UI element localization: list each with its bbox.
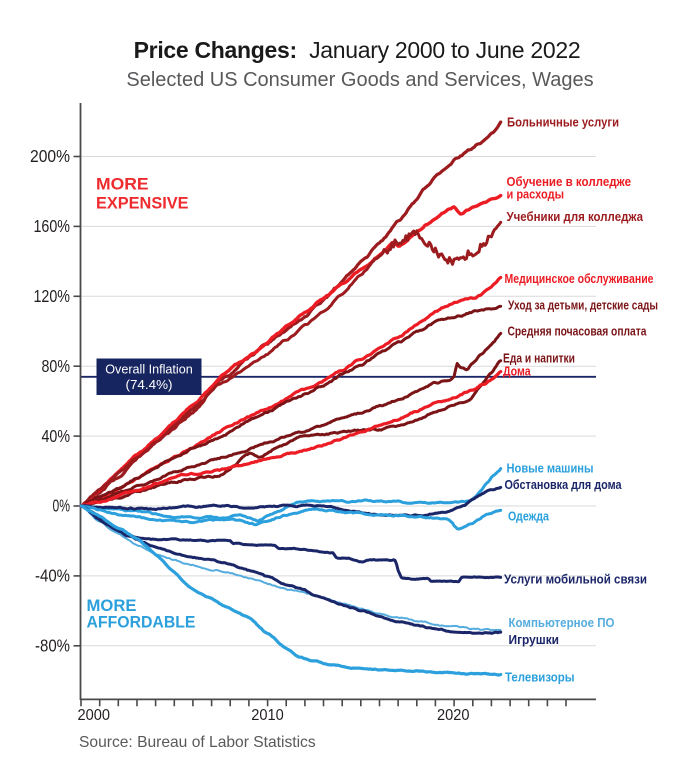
svg-text:2020: 2020: [437, 707, 470, 724]
svg-text:Телевизоры: Телевизоры: [505, 671, 575, 685]
svg-text:2010: 2010: [251, 707, 284, 724]
svg-text:Медицинское обслуживание: Медицинское обслуживание: [505, 272, 654, 286]
svg-text:EXPENSIVE: EXPENSIVE: [96, 194, 189, 213]
svg-text:Дома: Дома: [503, 365, 531, 379]
svg-text:Компьютерное ПО: Компьютерное ПО: [509, 616, 615, 630]
svg-text:Overall Inflation: Overall Inflation: [105, 363, 193, 377]
svg-text:Игрушки: Игрушки: [509, 633, 560, 647]
svg-text:Обучение в колледже: Обучение в колледже: [507, 175, 632, 189]
svg-text:Уход за детьми, детские сады: Уход за детьми, детские сады: [508, 299, 658, 313]
svg-text:200%: 200%: [30, 146, 70, 166]
svg-text:2000: 2000: [78, 707, 111, 724]
svg-text:-80%: -80%: [35, 636, 70, 656]
svg-text:MORE: MORE: [96, 174, 149, 193]
svg-text:Одежда: Одежда: [508, 510, 550, 524]
svg-text:Учебники для колледжа: Учебники для колледжа: [507, 210, 644, 224]
svg-text:Еда и напитки: Еда и напитки: [503, 352, 575, 366]
svg-text:Новые машины: Новые машины: [507, 462, 594, 476]
svg-text:MORE: MORE: [87, 596, 137, 615]
svg-text:Больничные услуги: Больничные услуги: [507, 116, 619, 130]
svg-text:(74.4%): (74.4%): [126, 378, 173, 392]
svg-text:80%: 80%: [42, 356, 71, 376]
svg-text:0%: 0%: [53, 496, 71, 516]
svg-text:Услуги мобильной связи: Услуги мобильной связи: [504, 573, 647, 587]
svg-text:120%: 120%: [34, 286, 71, 306]
svg-text:AFFORDABLE: AFFORDABLE: [87, 613, 196, 632]
svg-text:40%: 40%: [42, 426, 71, 446]
svg-text:Средняя почасовая оплата: Средняя почасовая оплата: [508, 325, 648, 339]
svg-text:-40%: -40%: [35, 566, 70, 586]
svg-text:Обстановка для дома: Обстановка для дома: [505, 478, 623, 492]
svg-text:Source: Bureau of Labor Statis: Source: Bureau of Labor Statistics: [79, 734, 316, 751]
svg-text:160%: 160%: [34, 216, 71, 236]
svg-text:и расходы: и расходы: [507, 188, 565, 202]
